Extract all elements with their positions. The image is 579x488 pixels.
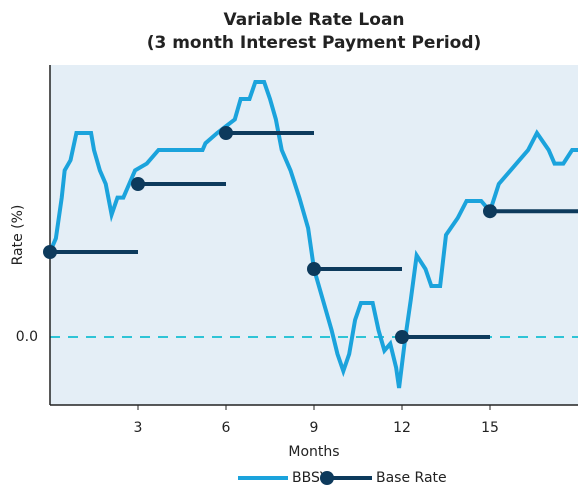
base-rate-dot	[483, 204, 497, 219]
y-axis-label: Rate (%)	[10, 205, 26, 266]
plot-background	[50, 65, 578, 405]
base-rate-dot	[131, 177, 145, 191]
base-rate-dot	[219, 126, 233, 140]
x-tick-label: 3	[134, 420, 143, 436]
legend-dot	[320, 471, 334, 485]
base-rate-dot	[395, 330, 409, 344]
bbsy-line	[48, 80, 578, 389]
legend-label: BBSY	[292, 470, 329, 486]
x-tick-label: 9	[310, 420, 319, 436]
y-tick-label: 0.0	[16, 329, 38, 345]
chart-title: Variable Rate Loan	[223, 10, 404, 30]
x-tick-label: 12	[393, 420, 411, 436]
x-axis-label: Months	[288, 444, 339, 460]
chart-subtitle: (3 month Interest Payment Period)	[147, 33, 482, 53]
x-tick-label: 15	[481, 420, 499, 436]
legend-label: Base Rate	[376, 470, 447, 486]
base-rate-dot	[307, 262, 321, 276]
base-rate-dot	[43, 245, 57, 259]
x-tick-label: 6	[222, 420, 231, 436]
